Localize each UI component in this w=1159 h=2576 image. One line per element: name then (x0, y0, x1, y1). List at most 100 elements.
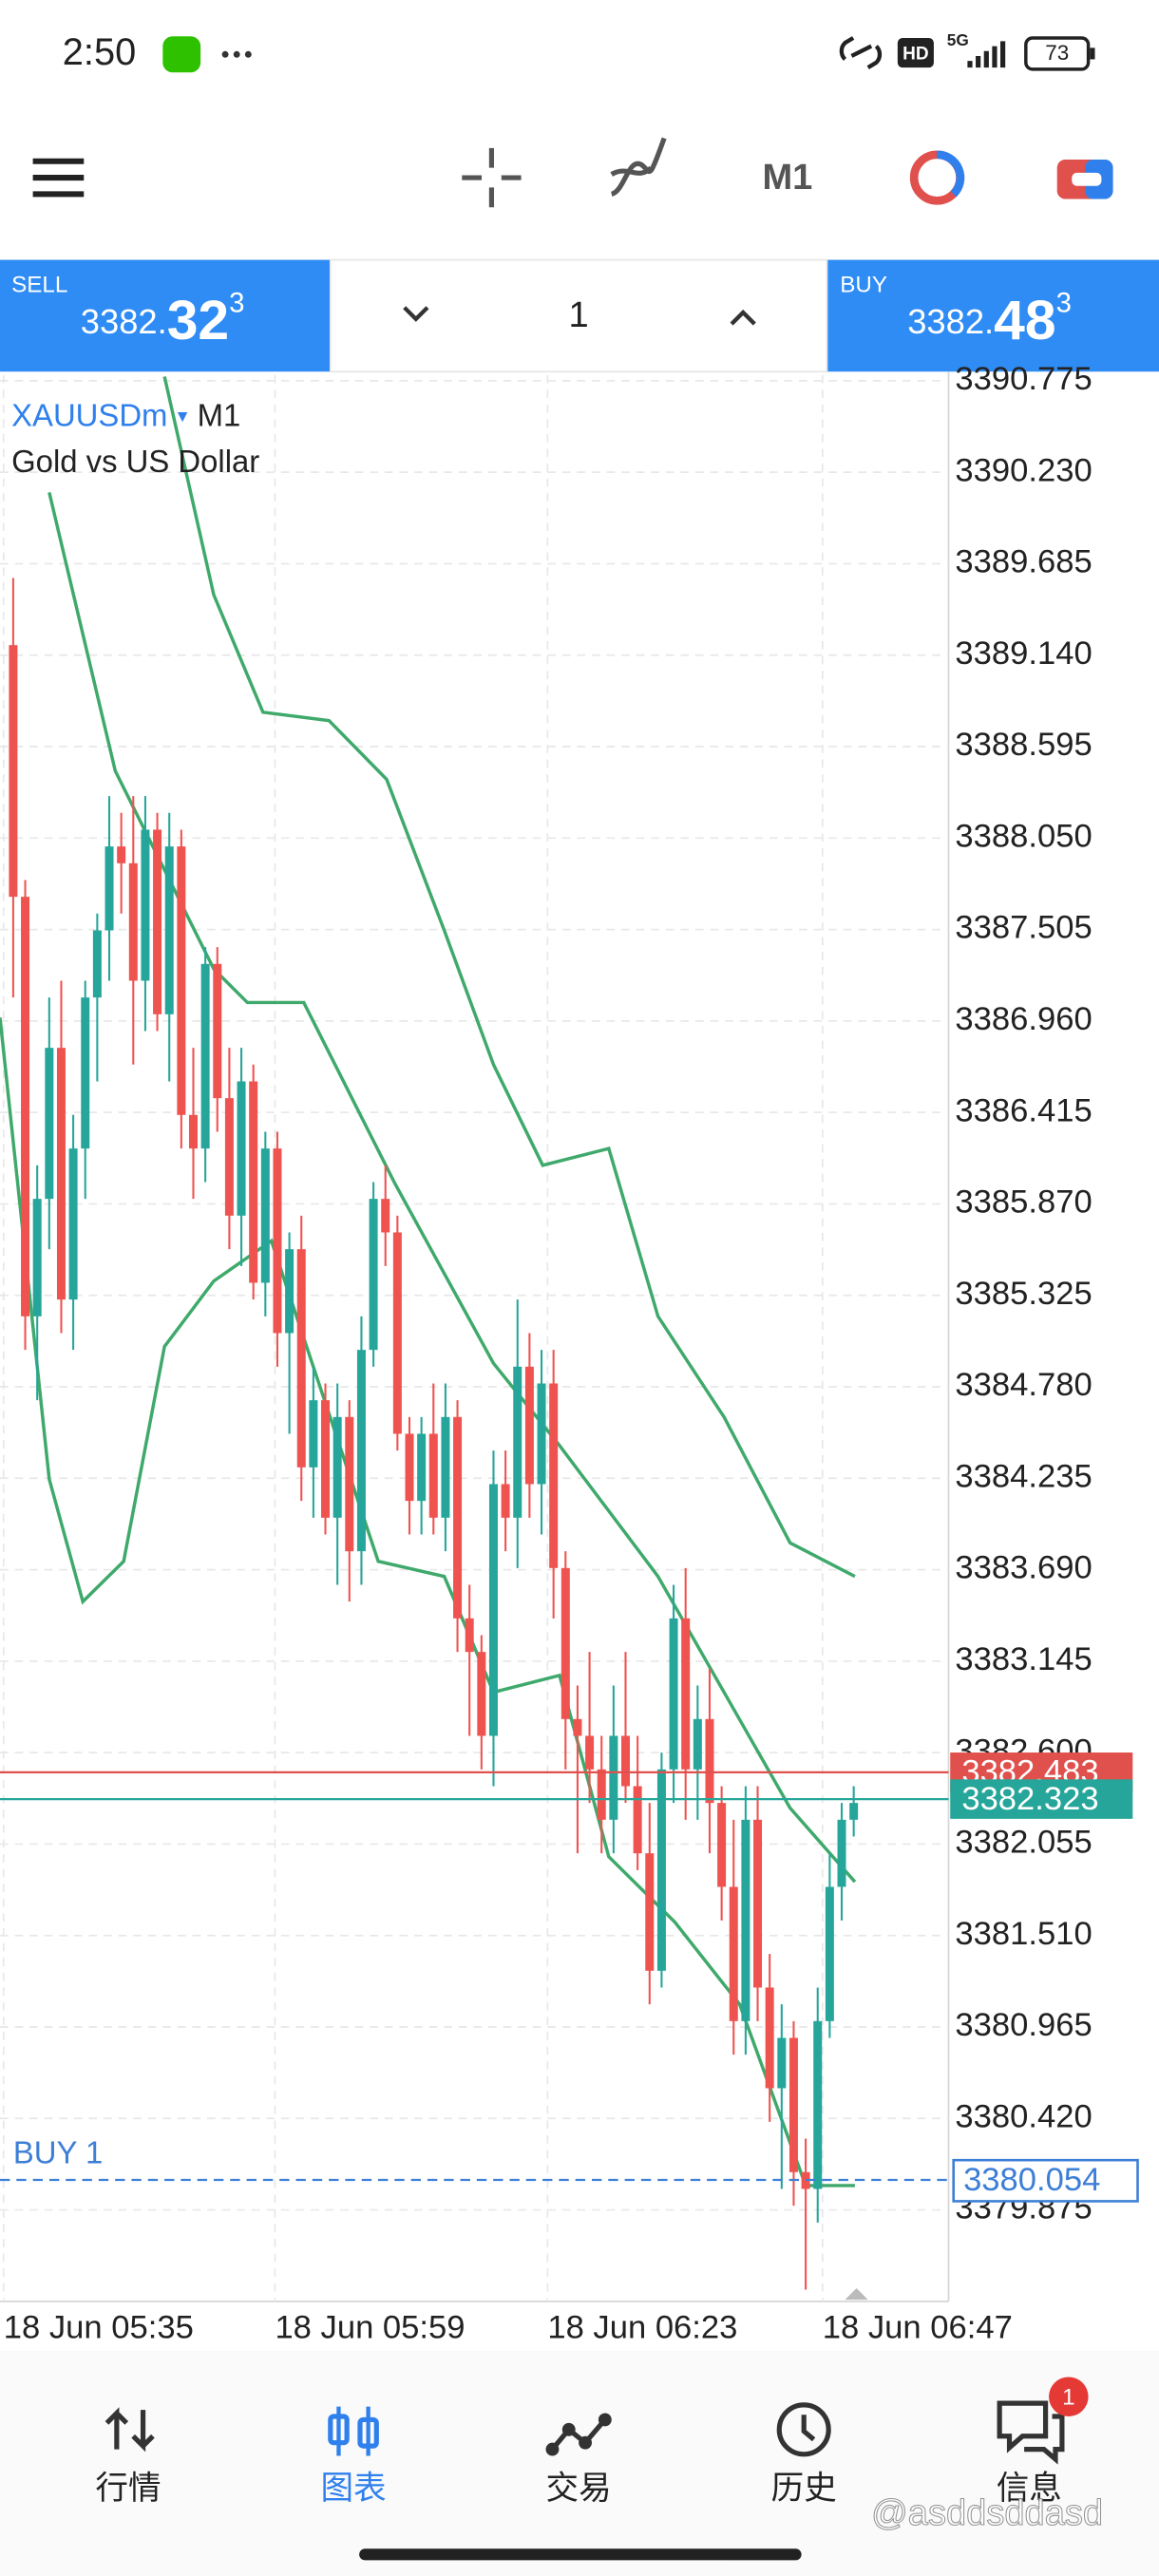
chart-header: XAUUSDm ▾ M1 (11, 397, 240, 432)
candle-body (453, 1416, 463, 1619)
dot (233, 50, 240, 58)
candle-body (321, 1400, 331, 1518)
candle-body (260, 1148, 270, 1283)
candle-body (381, 1199, 390, 1233)
nav-label[interactable]: 图表 (320, 2471, 386, 2507)
wechat-icon (162, 36, 201, 73)
candle-body (21, 897, 30, 1316)
band-line (48, 491, 857, 1884)
y-tick-label: 3385.325 (955, 1276, 1092, 1312)
indicators-button[interactable] (610, 137, 667, 197)
y-tick-label: 3386.960 (955, 1001, 1092, 1037)
buy-price-sup: 3 (1056, 287, 1072, 318)
y-tick-label: 3388.595 (955, 727, 1092, 763)
candle-body (656, 1769, 666, 1971)
symbol-caret: ▾ (178, 406, 188, 427)
clock: 2:50 (63, 31, 136, 73)
x-tick-label: 18 Jun 05:35 (4, 2309, 194, 2345)
price-label: 3380.054 (963, 2162, 1100, 2198)
menu-button[interactable] (32, 158, 85, 198)
price-label-box (952, 2158, 1139, 2203)
candle-body (392, 1232, 402, 1434)
y-tick-label: 3389.685 (955, 544, 1092, 580)
band-line (0, 1017, 855, 2188)
candle-body (813, 2020, 823, 2189)
candle-body (249, 1081, 258, 1283)
sell-button[interactable] (0, 259, 331, 372)
nav-label[interactable]: 交易 (546, 2471, 612, 2507)
price-label: 3382.323 (961, 1781, 1098, 1817)
candle-body (705, 1718, 714, 1804)
nav-background (0, 2350, 1159, 2576)
trade-panel: SELL 3382.323 BUY 3382.483 1 (0, 258, 1159, 373)
candle-body (68, 1148, 78, 1300)
y-tick-label: 3387.505 (955, 910, 1092, 946)
candle-body (501, 1484, 510, 1518)
trade-button-mark (1072, 172, 1102, 186)
candle-body (332, 1416, 342, 1518)
candle-body (849, 1803, 859, 1820)
dot (221, 50, 229, 58)
candle-body (765, 1987, 774, 2089)
candle-body (177, 846, 186, 1115)
candle-body (729, 1886, 738, 2021)
scroll-marker (845, 2288, 868, 2301)
price-label-box (950, 1779, 1133, 1819)
y-tick-label: 3388.050 (955, 818, 1092, 854)
trade-icon-dot (561, 2422, 576, 2436)
candle-body (825, 1886, 834, 2021)
volume-value[interactable]: 1 (569, 295, 589, 335)
candle-body (45, 1048, 54, 1200)
nav-label[interactable]: 历史 (771, 2471, 837, 2507)
y-tick-label: 3390.775 (955, 361, 1092, 397)
candle-body (356, 1350, 366, 1552)
candle-body (213, 963, 222, 1099)
position-label: BUY 1 (13, 2135, 103, 2170)
crosshair-button[interactable] (462, 147, 522, 208)
candle-body (32, 1199, 42, 1316)
candle-body (92, 930, 102, 998)
candle-body (441, 1416, 450, 1518)
nav-label[interactable]: 信息 (997, 2471, 1062, 2507)
candle-body (273, 1148, 282, 1334)
candle-body (405, 1433, 414, 1502)
link-icon (839, 36, 883, 69)
sell-price-sup: 3 (229, 287, 244, 318)
battery-tip (1090, 47, 1095, 60)
nav-label[interactable]: 行情 (95, 2471, 161, 2507)
y-tick-label: 3390.230 (955, 452, 1092, 488)
chart-icon (328, 2414, 350, 2446)
candle-body (788, 2037, 798, 2172)
candle-body (224, 1098, 234, 1216)
buy-price: 3382.483 (907, 287, 1072, 351)
candle-body (141, 829, 150, 981)
y-tick-label: 3383.690 (955, 1550, 1092, 1586)
candle-body (81, 997, 90, 1149)
candle-body (104, 846, 114, 931)
buy-button[interactable] (826, 259, 1159, 372)
candle-body (681, 1618, 691, 1770)
chart: 3390.775 3390.230 3389.685 3389.140 3388.595… (0, 361, 1139, 2345)
candle-body (200, 963, 210, 1149)
candle-body (573, 1718, 582, 1736)
chart-subtitle: Gold vs US Dollar (11, 444, 259, 479)
candle-body (621, 1735, 631, 1787)
candle-body (777, 2037, 787, 2089)
timeframe-button[interactable]: M1 (762, 158, 812, 198)
candle-body (428, 1433, 438, 1518)
volume-down[interactable] (403, 306, 429, 322)
candle-body (477, 1652, 486, 1736)
candle-body (164, 846, 174, 1014)
volume-up[interactable] (730, 309, 756, 326)
candle-body (837, 1819, 846, 1887)
buy-price-big: 48 (994, 290, 1055, 351)
candle-body (128, 862, 138, 981)
candle-body (309, 1400, 318, 1468)
candle-body (717, 1803, 727, 1887)
sell-price-main: 3382. (81, 302, 167, 341)
history-icon (776, 2402, 831, 2457)
candle-body (488, 1484, 498, 1736)
y-tick-label: 3380.420 (955, 2098, 1092, 2134)
trade-icon-dot (545, 2442, 560, 2456)
